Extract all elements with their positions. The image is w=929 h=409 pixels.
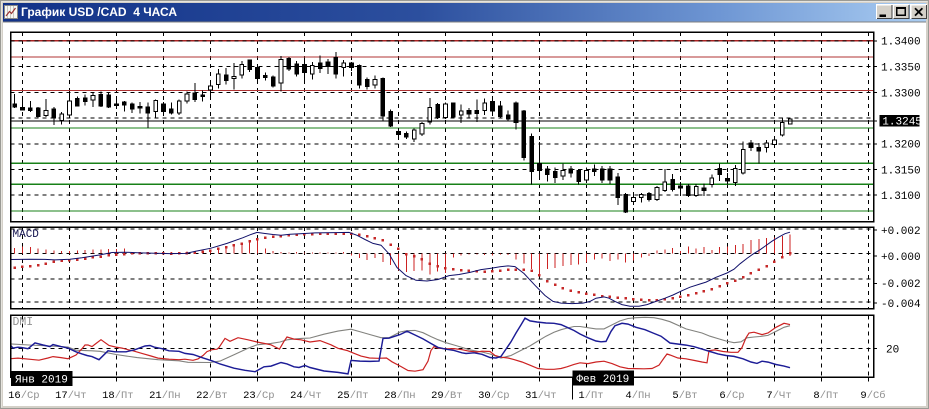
svg-text:1/Пт: 1/Пт: [578, 390, 603, 402]
svg-text:MACD: MACD: [13, 229, 40, 241]
svg-text:23/Ср: 23/Ср: [243, 390, 275, 402]
svg-text:1.3400: 1.3400: [881, 37, 921, 49]
svg-text:7/Чт: 7/Чт: [766, 390, 791, 402]
svg-text:1.3200: 1.3200: [881, 140, 921, 152]
svg-text:21/Пн: 21/Пн: [149, 390, 181, 402]
svg-text:18/Пт: 18/Пт: [102, 390, 134, 402]
svg-text:20: 20: [886, 344, 899, 356]
svg-text:22/Вт: 22/Вт: [196, 390, 228, 402]
svg-text:24/Чт: 24/Чт: [290, 390, 322, 402]
svg-text:-0.004: -0.004: [881, 299, 921, 311]
svg-text:1.3245: 1.3245: [882, 117, 922, 129]
svg-text:1.3300: 1.3300: [881, 88, 921, 100]
svg-text:5/Вт: 5/Вт: [672, 390, 697, 402]
svg-text:16/Ср: 16/Ср: [8, 390, 40, 402]
svg-text:28/Пн: 28/Пн: [384, 390, 416, 402]
svg-text:Янв 2019: Янв 2019: [15, 374, 68, 386]
svg-text:25/Пт: 25/Пт: [337, 390, 369, 402]
svg-text:8/Пт: 8/Пт: [813, 390, 838, 402]
svg-text:29/Вт: 29/Вт: [431, 390, 463, 402]
svg-text:1.3350: 1.3350: [881, 63, 921, 75]
svg-text:Фев 2019: Фев 2019: [576, 374, 629, 386]
svg-text:График USD /CAD 4 ЧАСА: График USD /CAD 4 ЧАСА: [21, 5, 177, 19]
svg-text:9/Сб: 9/Сб: [860, 389, 885, 402]
svg-text:1.3150: 1.3150: [881, 165, 921, 177]
svg-text:+0.000: +0.000: [881, 252, 921, 264]
svg-text:30/Ср: 30/Ср: [478, 390, 510, 402]
svg-text:31/Чт: 31/Чт: [525, 390, 557, 402]
svg-text:6/Ср: 6/Ср: [719, 390, 744, 402]
svg-text:+0.002: +0.002: [881, 226, 921, 238]
svg-text:DMI: DMI: [13, 316, 34, 329]
svg-text:4/Пн: 4/Пн: [625, 390, 650, 402]
svg-text:1.3100: 1.3100: [881, 191, 921, 203]
svg-text:-0.002: -0.002: [881, 279, 921, 291]
svg-text:17/Чт: 17/Чт: [55, 390, 87, 402]
